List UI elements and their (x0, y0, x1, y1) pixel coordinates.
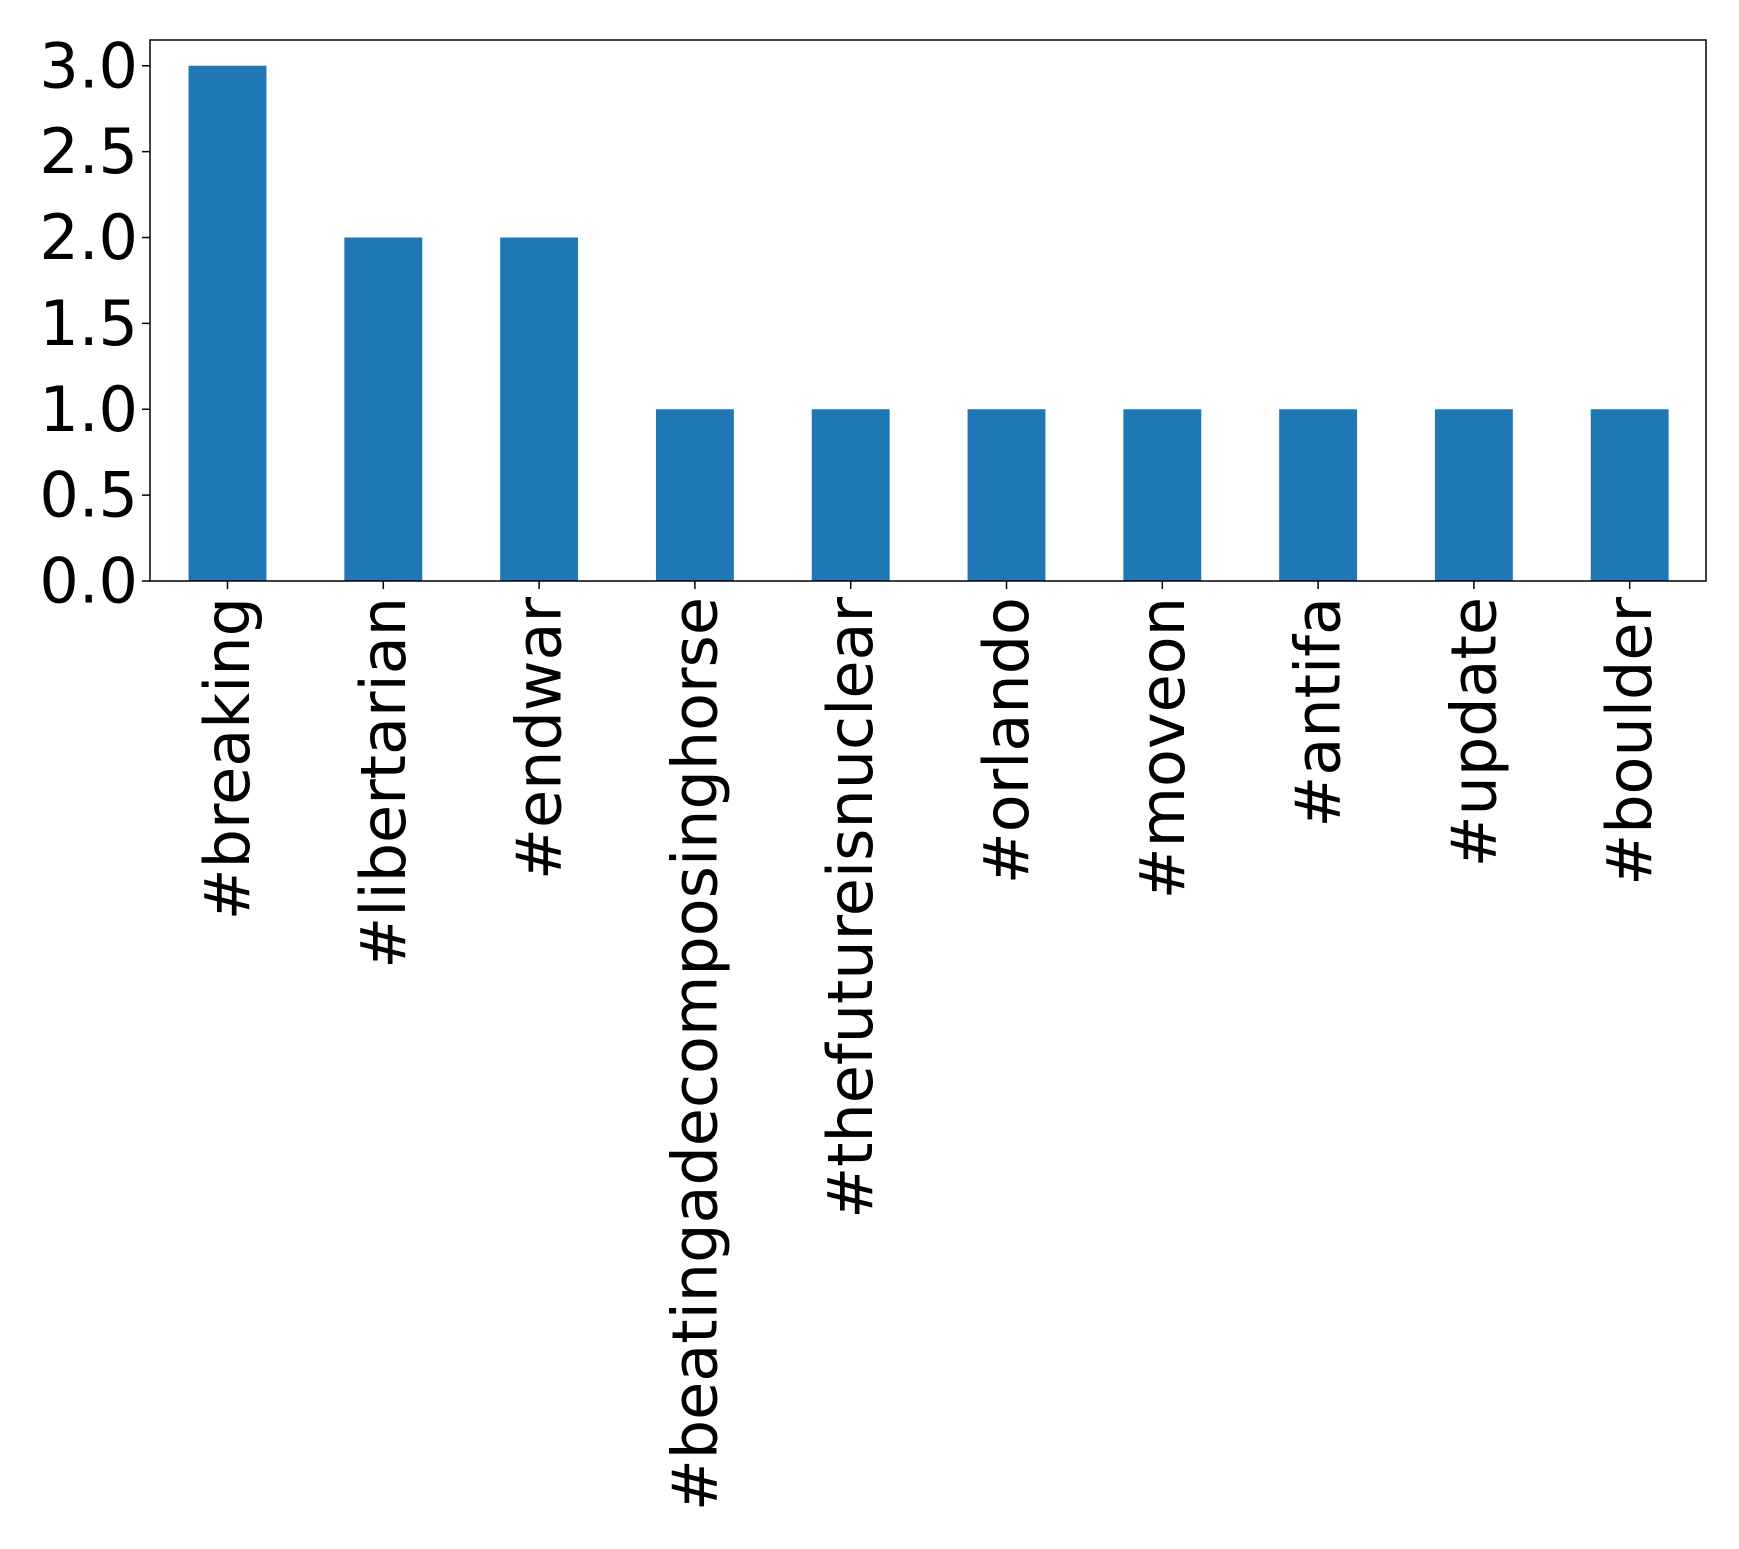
bar-moveon (1123, 409, 1202, 581)
x-tick-label: #endwar (503, 596, 576, 879)
bar-thefutureisnuclear (811, 409, 890, 581)
bar-boulder (1590, 409, 1669, 581)
y-tick-label: 2.0 (39, 201, 138, 274)
bar-beatingadecomposinghorse (655, 409, 734, 581)
y-tick-label: 0.5 (39, 459, 138, 532)
y-tick-label: 1.5 (39, 287, 138, 360)
x-tick-label: #boulder (1593, 596, 1666, 885)
y-tick-label: 0.0 (39, 545, 138, 618)
x-tick-label: #antifa (1282, 597, 1355, 828)
bar-libertarian (344, 237, 423, 581)
x-tick-label: #breaking (191, 597, 264, 920)
y-tick-label: 2.5 (39, 115, 138, 188)
bar-breaking (188, 65, 267, 581)
y-tick-label: 1.0 (39, 373, 138, 446)
y-tick-label: 3.0 (39, 29, 138, 102)
bar-orlando (967, 409, 1046, 581)
x-axis: #breaking #libertarian #endwar #beatingadec… (191, 581, 1666, 1511)
x-tick-label: #orlando (970, 597, 1043, 884)
plot-area-frame (149, 39, 1707, 582)
bar-antifa (1279, 409, 1358, 581)
x-tick-label: #moveon (1126, 597, 1199, 899)
y-axis: 0.0 0.5 1.0 1.5 2.0 2.5 3.0 (39, 29, 150, 618)
bar-update (1434, 409, 1513, 581)
bar-endwar (500, 237, 579, 581)
bar-group (188, 65, 1669, 581)
x-tick-label: #thefutureisnuclear (814, 597, 887, 1219)
x-tick-label: #libertarian (347, 597, 420, 969)
x-tick-label: #update (1437, 597, 1510, 867)
x-tick-label: #beatingadecomposinghorse (658, 597, 731, 1511)
